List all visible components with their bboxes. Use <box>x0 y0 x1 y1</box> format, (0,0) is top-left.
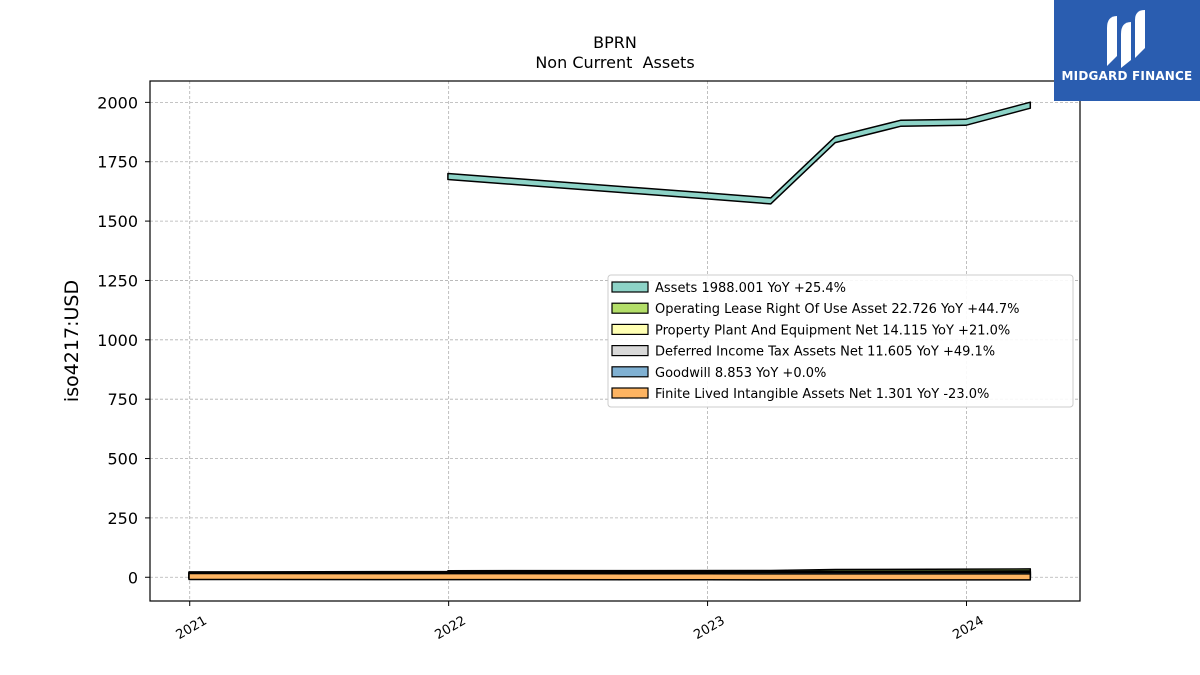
x-tick-label: 2021 <box>174 613 210 643</box>
legend-swatch <box>611 387 649 399</box>
legend-swatch <box>611 281 649 293</box>
legend-label: Assets 1988.001 YoY +25.4% <box>655 281 846 296</box>
legend-label: Property Plant And Equipment Net 14.115 … <box>655 323 1010 338</box>
y-tick-label: 250 <box>107 509 138 528</box>
y-tick-label: 1750 <box>97 153 138 172</box>
x-axis: 2021 2022 2023 2024 <box>174 601 986 643</box>
y-tick-label: 1000 <box>97 331 138 350</box>
legend-swatch <box>611 366 649 378</box>
legend: Assets 1988.001 YoY +25.4% Operating Leas… <box>607 274 1074 408</box>
y-tick-label: 0 <box>128 568 138 587</box>
x-tick-label: 2024 <box>950 613 986 643</box>
series-band-5 <box>188 572 1032 581</box>
legend-label: Deferred Income Tax Assets Net 11.605 Yo… <box>655 345 995 360</box>
legend-swatch <box>611 323 649 335</box>
legend-swatch <box>611 302 649 314</box>
legend-label: Finite Lived Intangible Assets Net 1.301… <box>655 387 989 402</box>
x-tick-label: 2022 <box>432 613 468 643</box>
y-tick-label: 1500 <box>97 212 138 231</box>
chart-title: BPRN <box>593 33 637 52</box>
legend-box <box>607 274 1074 408</box>
plot-frame <box>149 80 1081 602</box>
y-tick-label: 750 <box>107 390 138 409</box>
y-tick-label: 500 <box>107 450 138 469</box>
y-tick-label: 2000 <box>97 93 138 112</box>
legend-swatch <box>611 345 649 357</box>
y-tick-label: 1250 <box>97 271 138 290</box>
legend-label: Operating Lease Right Of Use Asset 22.72… <box>655 302 1019 317</box>
brand-logo: MIDGARD FINANCE <box>1054 0 1200 101</box>
x-tick-label: 2023 <box>691 613 727 643</box>
midgard-logo-icon <box>1107 10 1145 68</box>
series-band-0 <box>447 101 1032 205</box>
logo-text: MIDGARD FINANCE <box>1061 69 1193 83</box>
legend-label: Goodwill 8.853 YoY +0.0% <box>655 366 826 381</box>
y-axis-label: iso4217:USD <box>61 280 83 402</box>
series-layer <box>188 101 1032 581</box>
chart-subtitle: Non Current Assets <box>535 53 694 72</box>
y-axis: 0 250 500 750 1000 1250 1500 1750 2000 <box>97 93 150 587</box>
